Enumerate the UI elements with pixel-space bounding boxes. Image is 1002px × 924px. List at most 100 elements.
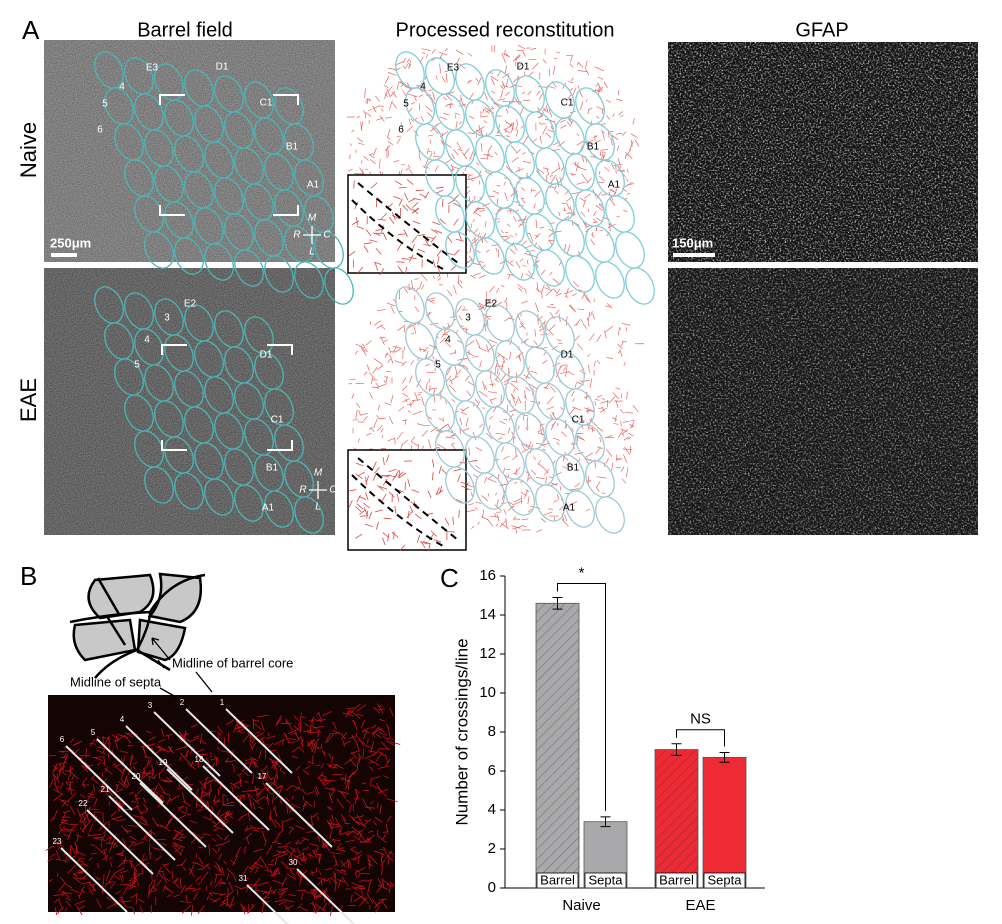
process — [541, 360, 548, 364]
process — [225, 719, 235, 726]
process — [320, 762, 324, 769]
process — [421, 445, 424, 450]
process — [427, 134, 433, 137]
process — [585, 452, 594, 458]
process — [50, 817, 54, 822]
process — [375, 247, 382, 255]
process — [311, 901, 316, 909]
process — [506, 273, 514, 276]
column-header: Processed reconstitution — [395, 19, 614, 41]
process — [596, 476, 607, 479]
process — [540, 518, 547, 523]
process — [226, 873, 230, 881]
process — [444, 70, 448, 73]
process — [479, 260, 484, 264]
process — [106, 903, 115, 909]
process — [81, 862, 89, 867]
process — [577, 61, 579, 66]
process — [201, 786, 204, 795]
process — [356, 503, 364, 510]
process — [360, 121, 363, 131]
bar-label: Barrel — [659, 872, 694, 887]
process — [363, 416, 368, 421]
process — [142, 862, 148, 868]
process — [561, 202, 566, 204]
process — [496, 288, 500, 294]
process — [307, 741, 314, 752]
scale-bar-label: 250μm — [50, 235, 91, 250]
process — [226, 867, 235, 876]
process — [501, 53, 506, 63]
process — [389, 882, 396, 886]
process — [296, 847, 301, 855]
barrel-outline — [244, 81, 274, 119]
process — [328, 791, 333, 804]
barrel-outline — [224, 213, 254, 251]
schematic — [69, 572, 206, 679]
process — [576, 416, 586, 422]
process — [271, 841, 279, 843]
process — [340, 732, 348, 740]
process — [70, 844, 76, 855]
process — [95, 846, 105, 855]
process — [269, 872, 280, 877]
process — [224, 890, 234, 899]
barrel-outline — [134, 93, 164, 131]
process — [506, 121, 514, 127]
process — [380, 325, 386, 330]
process — [402, 392, 409, 398]
count-line — [153, 711, 221, 777]
process — [382, 537, 386, 546]
process — [122, 766, 126, 773]
process — [544, 118, 549, 121]
process — [369, 391, 373, 399]
process — [503, 455, 510, 460]
process — [286, 720, 294, 731]
process — [218, 815, 226, 823]
process — [393, 196, 401, 200]
process — [394, 360, 404, 365]
process — [596, 116, 600, 119]
process — [512, 526, 522, 530]
process — [347, 168, 353, 172]
process — [397, 471, 404, 478]
process — [560, 119, 567, 123]
process — [267, 732, 270, 737]
process — [392, 91, 397, 98]
bracket — [161, 344, 293, 451]
process — [358, 142, 365, 145]
process — [274, 857, 277, 866]
process — [262, 890, 268, 895]
process — [570, 488, 579, 491]
process — [195, 759, 201, 765]
barrel-outline — [585, 225, 615, 263]
line-number: 5 — [91, 728, 96, 737]
process — [378, 732, 388, 736]
process — [334, 763, 344, 770]
process — [368, 109, 372, 111]
process — [369, 159, 376, 165]
process — [307, 760, 314, 765]
process — [354, 732, 358, 739]
process — [447, 199, 456, 205]
process — [300, 870, 308, 877]
barrel-outline — [314, 231, 344, 269]
process — [561, 518, 569, 527]
process — [478, 124, 481, 133]
process — [351, 220, 360, 226]
process — [487, 475, 493, 480]
process — [545, 288, 554, 296]
process — [276, 867, 281, 875]
process — [311, 746, 315, 753]
barrel-outline — [144, 466, 174, 504]
process — [521, 198, 526, 204]
process — [60, 756, 67, 759]
process — [342, 876, 349, 887]
process — [445, 400, 447, 405]
process — [412, 410, 422, 415]
process — [629, 140, 634, 151]
process — [239, 886, 248, 890]
process — [509, 382, 519, 390]
process — [597, 76, 604, 80]
process — [275, 784, 282, 791]
